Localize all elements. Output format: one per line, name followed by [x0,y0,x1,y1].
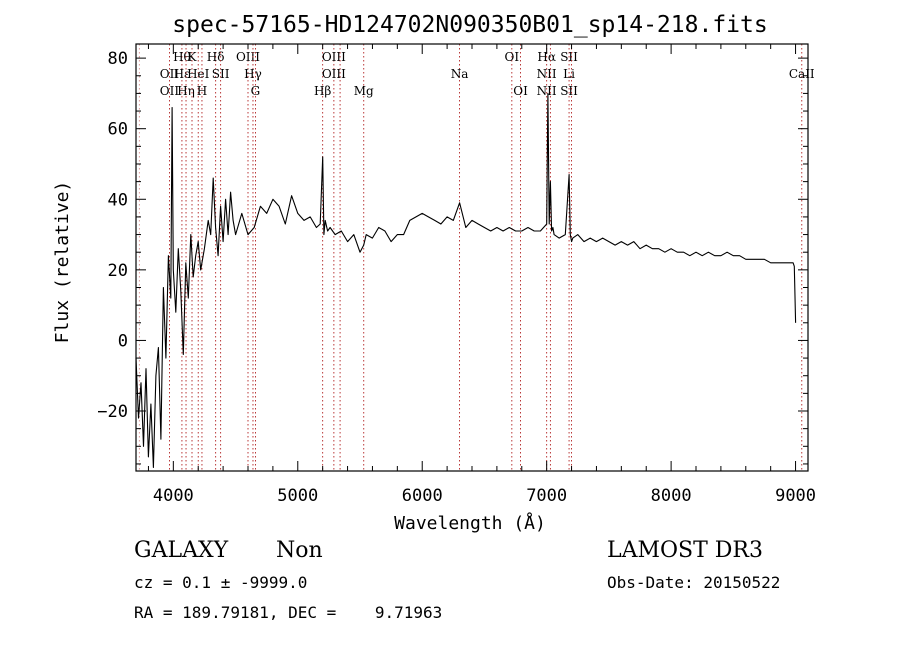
line-label: OI [505,50,520,64]
line-label: G [251,84,261,98]
x-tick-label: 8000 [651,486,692,506]
line-label: Hγ [244,67,262,81]
line-label: HeI [187,67,210,81]
line-label: Hβ [314,84,331,98]
line-label: Na [451,67,469,81]
line-label: OIII [322,67,346,81]
y-tick-label: −20 [97,402,128,422]
line-label: SII [560,50,578,64]
line-label: SII [560,84,578,98]
line-label: NII [537,84,557,98]
y-tick-label: 20 [108,261,128,281]
y-tick-label: 0 [118,331,128,351]
y-axis-label: Flux (relative) [52,181,73,344]
line-label: NII [537,67,557,81]
y-tick-label: 60 [108,120,128,140]
line-label: OII [160,67,180,81]
line-label: OI [513,84,528,98]
y-tick-label: 80 [108,49,128,69]
line-label: Hη [177,84,195,98]
y-tick-label: 40 [108,190,128,210]
x-tick-label: 9000 [775,486,816,506]
survey-name: LAMOST DR3 [607,538,763,563]
line-label: H [197,84,207,98]
line-label: SII [212,67,230,81]
line-label: Hα [537,50,556,64]
x-axis-label: Wavelength (Å) [394,512,546,534]
line-label: K [188,50,198,64]
line-label: Li [563,67,575,81]
observation-date: Obs-Date: 20150522 [607,573,781,592]
line-label: OII [160,84,180,98]
x-tick-label: 7000 [526,486,567,506]
line-label: Mg [354,84,374,98]
plot-frame [135,43,809,472]
coordinates-line: RA = 189.79181, DEC = 9.71963 [134,603,443,622]
x-tick-label: 4000 [153,486,194,506]
line-label: Hδ [207,50,225,64]
line-label: OIII [322,50,346,64]
object-subclass: Non [276,538,323,563]
object-class: GALAXY [134,538,229,563]
line-label: CaII [789,67,815,81]
spectrum-line [135,92,797,469]
x-tick-label: 5000 [277,486,318,506]
chart-title: spec-57165-HD124702N090350B01_sp14-218.f… [172,12,767,38]
x-tick-label: 6000 [402,486,443,506]
line-label: OIII [236,50,260,64]
redshift-line: cz = 0.1 ± -9999.0 [134,573,308,592]
